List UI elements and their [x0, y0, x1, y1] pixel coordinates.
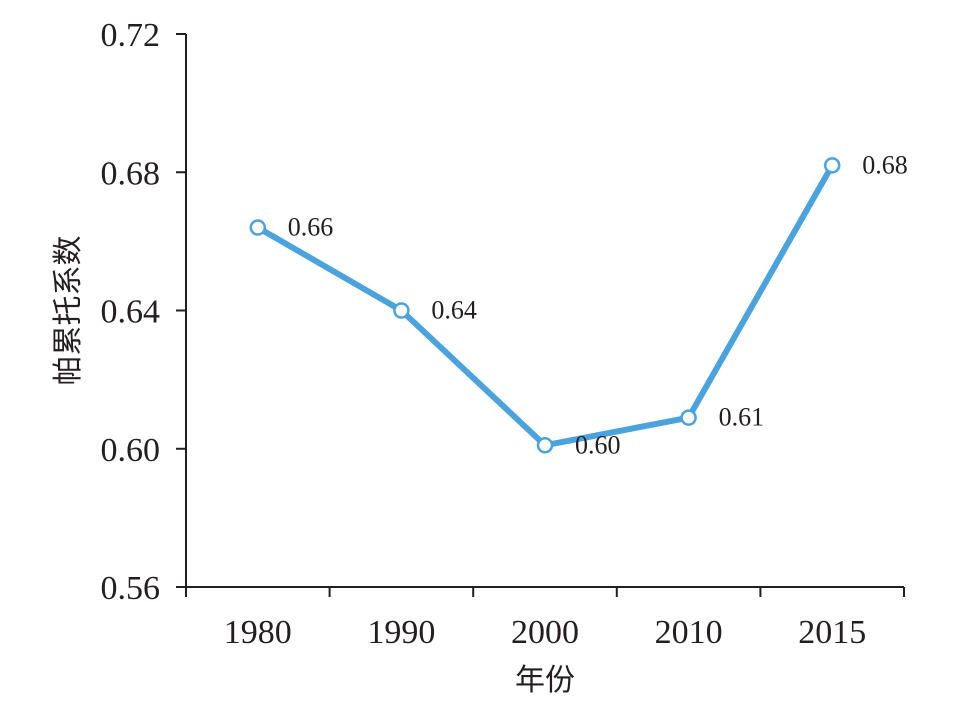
data-points	[249, 157, 841, 454]
data-labels: 0.66 0.64 0.60 0.61 0.68	[288, 150, 908, 459]
x-axis-title: 年份	[515, 664, 575, 697]
y-tick-label: 0.64	[101, 294, 161, 331]
x-tick-label: 2010	[655, 614, 723, 651]
data-label: 0.61	[719, 403, 765, 432]
y-tick-label: 0.56	[101, 570, 161, 607]
data-point	[680, 409, 697, 426]
data-point	[393, 302, 410, 319]
axes	[185, 34, 904, 588]
y-tick-label: 0.60	[101, 432, 161, 469]
x-tick-label: 2000	[511, 614, 579, 651]
y-tick-label: 0.68	[101, 155, 161, 192]
data-point	[536, 437, 554, 454]
data-point	[249, 219, 267, 236]
x-tick-label: 1980	[224, 614, 292, 651]
data-label: 0.66	[288, 213, 334, 242]
x-axis-ticks: 1980 1990 2000 2010 2015	[185, 587, 905, 651]
data-point	[823, 157, 841, 174]
y-tick-label: 0.72	[101, 17, 161, 54]
y-axis-title: 帕累托系数	[52, 236, 85, 386]
data-label: 0.68	[862, 150, 908, 179]
x-tick-label: 2015	[798, 614, 866, 651]
y-axis-ticks: 0.56 0.60 0.64 0.68 0.72	[101, 17, 186, 607]
data-label: 0.60	[575, 430, 621, 459]
x-tick-label: 1990	[367, 614, 435, 651]
data-label: 0.64	[431, 296, 477, 325]
